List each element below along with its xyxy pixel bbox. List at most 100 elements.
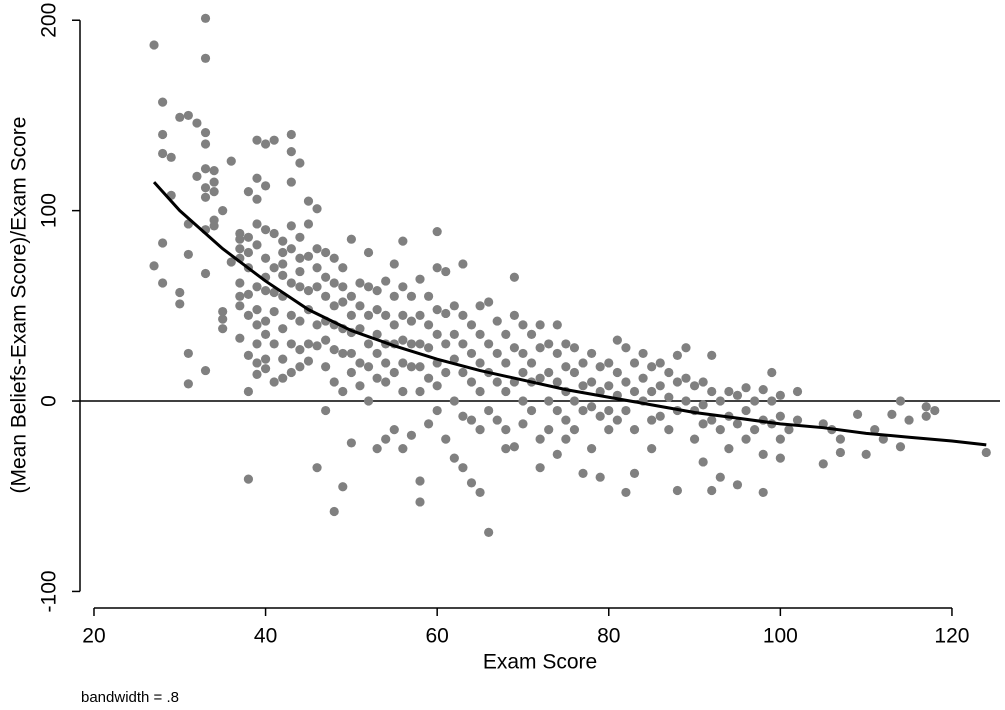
y-tick-label: 200 [38, 3, 61, 38]
point [321, 335, 331, 345]
point [861, 449, 871, 459]
point [561, 362, 571, 372]
point [423, 373, 434, 383]
point [981, 447, 991, 458]
point [647, 362, 657, 372]
point [200, 127, 211, 138]
point [775, 411, 785, 421]
point [363, 396, 374, 406]
point [441, 434, 451, 444]
point [252, 339, 262, 349]
point [475, 424, 485, 435]
point [346, 438, 356, 448]
point [252, 369, 262, 379]
point [458, 367, 468, 378]
point [741, 405, 751, 416]
point [183, 110, 193, 121]
point [295, 158, 305, 168]
point [321, 405, 331, 416]
point [552, 405, 562, 416]
point [698, 457, 708, 467]
point [389, 291, 399, 301]
point [475, 487, 485, 498]
point [526, 329, 537, 339]
point [887, 409, 897, 419]
point [509, 343, 519, 353]
point [750, 424, 760, 435]
point [252, 173, 262, 183]
point [338, 263, 348, 273]
point [698, 419, 708, 429]
point [329, 377, 339, 387]
point [398, 335, 408, 345]
point [569, 424, 580, 435]
point [449, 354, 459, 364]
point [158, 97, 168, 107]
point [175, 299, 185, 309]
point [295, 362, 305, 372]
point [243, 186, 254, 197]
point [183, 348, 193, 359]
point [303, 251, 314, 261]
point [758, 449, 768, 459]
point [183, 379, 193, 389]
point [509, 310, 519, 320]
point [587, 402, 597, 412]
point [312, 282, 322, 292]
point [629, 424, 640, 435]
point [355, 301, 365, 311]
point [243, 232, 254, 242]
point [612, 415, 622, 425]
point [466, 377, 477, 387]
point [724, 444, 734, 454]
point [295, 316, 305, 326]
point [243, 474, 254, 484]
point [587, 348, 597, 359]
point [441, 266, 451, 277]
point [449, 396, 459, 406]
point [604, 358, 614, 368]
point [595, 362, 605, 372]
point [372, 329, 382, 339]
point [664, 367, 674, 378]
point [509, 442, 519, 452]
y-tick-label: 100 [38, 193, 61, 228]
point [501, 329, 511, 339]
point [750, 396, 760, 406]
x-tick-label: 100 [763, 625, 798, 648]
point [895, 442, 906, 452]
point [921, 402, 931, 412]
point [535, 463, 545, 473]
point [355, 358, 365, 368]
point [647, 415, 657, 425]
point [492, 377, 502, 387]
point [346, 310, 356, 320]
point [346, 291, 356, 301]
point [569, 396, 580, 406]
point [930, 405, 940, 416]
point [329, 345, 339, 355]
point [363, 282, 374, 292]
point [226, 257, 236, 267]
point [458, 411, 468, 421]
point [578, 381, 588, 391]
point [389, 367, 399, 378]
point [767, 396, 777, 406]
x-tick-label: 120 [934, 625, 969, 648]
point [587, 377, 597, 387]
point [278, 270, 288, 280]
point [338, 282, 348, 292]
point [235, 234, 245, 244]
point [329, 506, 339, 517]
point [286, 367, 296, 378]
point [218, 314, 228, 324]
point [415, 386, 425, 397]
point [629, 386, 640, 397]
point [492, 316, 502, 326]
point [561, 415, 571, 425]
point [621, 405, 631, 416]
point [466, 415, 477, 425]
point [689, 434, 700, 444]
point [441, 367, 451, 378]
point [235, 301, 245, 311]
